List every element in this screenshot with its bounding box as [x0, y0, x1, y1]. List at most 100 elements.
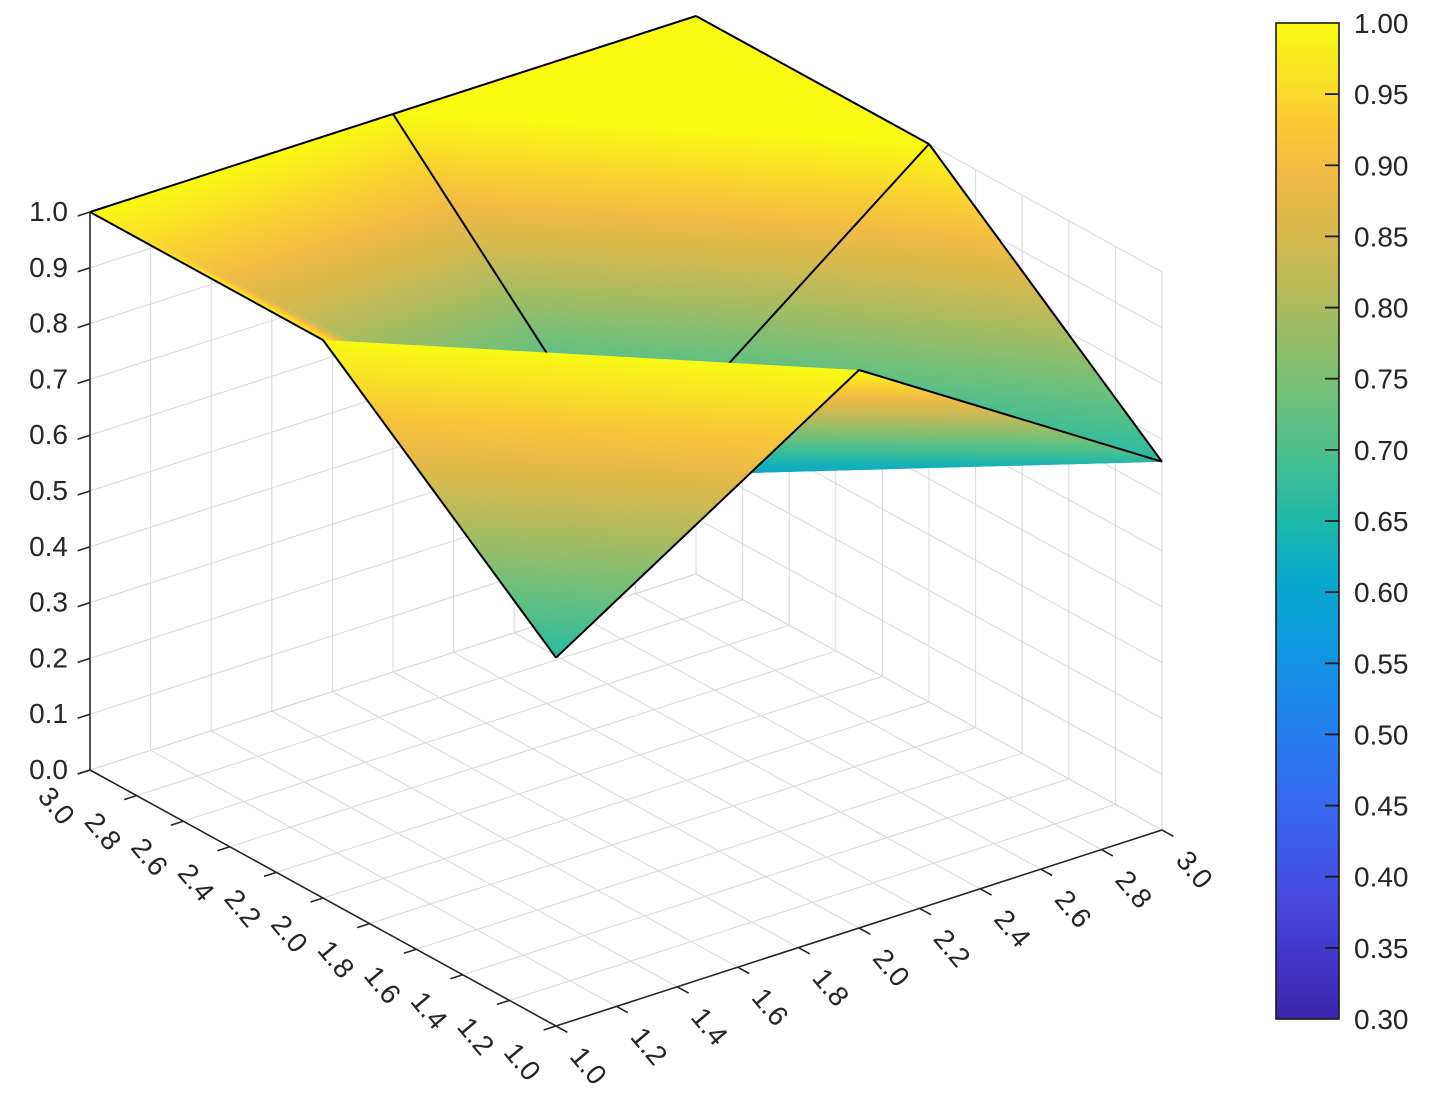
surface-mesh-edge	[392, 15, 697, 115]
z-axis: 0.0 0.1 0.2 0.3 0.4 0.5 0.6 0.7 0.8 0.9 1.0	[29, 196, 91, 785]
y-axis-tick	[263, 871, 277, 878]
x-axis-tick	[1161, 829, 1174, 838]
z-axis-tick	[77, 657, 91, 664]
surface-mesh-edge	[555, 369, 860, 659]
x-tick-label: 3.0	[1170, 845, 1219, 895]
colorbar-tick-label: 0.40	[1354, 862, 1409, 893]
y-axis-tick	[310, 897, 324, 903]
x-tick-label: 1.2	[625, 1021, 674, 1071]
x-axis-tick	[676, 986, 689, 994]
x-axis-tick	[1101, 848, 1114, 857]
x-tick-label: 2.8	[1109, 864, 1158, 914]
z-tick-label: 0.1	[29, 698, 68, 729]
colorbar-tick-label: 0.85	[1354, 221, 1409, 252]
z-tick-label: 0.9	[29, 252, 68, 283]
x-tick-label: 2.6	[1049, 884, 1098, 934]
colorbar-tick-label: 0.55	[1354, 648, 1409, 679]
z-tick-label: 0.8	[29, 308, 68, 339]
surface-mesh	[89, 15, 1163, 659]
x-axis-tick	[919, 907, 932, 916]
z-tick-label: 0.4	[29, 531, 68, 562]
z-axis-tick	[77, 434, 91, 440]
floor-grid	[89, 573, 1163, 1027]
z-axis-tick	[77, 490, 91, 496]
colorbar-tick-label: 0.70	[1354, 435, 1409, 466]
x-axis-tick	[979, 888, 992, 896]
grid-line	[462, 778, 1069, 976]
grid-line	[322, 701, 930, 899]
grid-line	[695, 517, 1163, 775]
y-tick-label: 1.6	[358, 960, 407, 1010]
x-tick-label: 1.4	[685, 1002, 734, 1052]
z-axis-tick	[77, 713, 91, 719]
surface-face	[393, 114, 929, 477]
surface-mesh-edge	[89, 113, 394, 213]
y-tick-label: 1.0	[498, 1037, 547, 1087]
x-tick-label: 2.0	[867, 943, 916, 993]
y-axis-tick	[403, 948, 417, 954]
y-axis-tick	[170, 820, 184, 826]
x-axis-tick	[1040, 868, 1053, 877]
z-tick-label: 0.6	[29, 419, 68, 450]
surface-mesh-edge	[928, 143, 1163, 463]
x-axis-tick	[555, 1025, 568, 1034]
y-tick-label: 2.4	[172, 858, 221, 908]
y-tick-label: 1.8	[312, 934, 361, 984]
y-axis: 3.02.82.62.42.22.01.81.61.41.21.0	[32, 769, 557, 1087]
y-tick-label: 3.0	[32, 781, 81, 831]
colorbar-tick-label: 0.50	[1354, 719, 1409, 750]
y-axis-tick	[356, 922, 370, 929]
x-tick-label: 1.6	[746, 982, 795, 1032]
surface-face	[393, 16, 929, 144]
y-tick-label: 1.2	[451, 1011, 500, 1061]
x-axis-tick	[858, 927, 871, 936]
colorbar-tick-label: 0.30	[1354, 1004, 1409, 1035]
y-tick-label: 2.8	[79, 806, 128, 856]
z-axis-tick	[77, 546, 91, 552]
grid-line	[183, 624, 790, 822]
z-axis-tick	[77, 267, 91, 273]
y-axis-tick	[77, 769, 91, 775]
colorbar-tick-label: 0.90	[1354, 150, 1409, 181]
colorbar-tick-label: 0.75	[1354, 364, 1409, 395]
grid-line	[695, 461, 1163, 719]
z-tick-label: 0.5	[29, 475, 68, 506]
grid-line	[276, 675, 883, 873]
colorbar-tick-label: 0.60	[1354, 577, 1409, 608]
surface-mesh-edge	[858, 369, 1163, 463]
y-tick-label: 2.6	[125, 832, 174, 882]
y-axis-tick	[123, 794, 137, 801]
surface-mesh-edge	[89, 211, 324, 341]
grid-line	[136, 599, 743, 797]
y-axis-tick	[450, 974, 464, 980]
z-tick-label: 1.0	[29, 196, 68, 227]
z-axis-tick	[77, 378, 91, 385]
x-tick-label: 1.0	[564, 1041, 613, 1091]
y-tick-label: 1.4	[405, 986, 454, 1036]
grid-line	[416, 752, 1023, 950]
x-axis-tick	[798, 946, 811, 955]
grid-line	[509, 803, 1116, 1001]
y-tick-label: 2.2	[218, 883, 267, 933]
surface-mesh-edge	[695, 15, 930, 145]
z-tick-label: 0.7	[29, 363, 68, 394]
x-tick-label: 1.8	[806, 962, 855, 1012]
z-tick-label: 0.2	[29, 642, 68, 673]
colorbar: 0.30 0.35 0.40 0.45 0.50 0.55 0.60 0.65 0.70 0.75…	[1275, 8, 1409, 1035]
z-tick-label: 0.0	[29, 754, 68, 785]
colorbar-tick-label: 0.65	[1354, 506, 1409, 537]
surface-mesh-edge	[322, 339, 557, 659]
colorbar-tick-label: 0.80	[1354, 293, 1409, 324]
y-axis-tick	[496, 999, 510, 1006]
surface-face	[323, 340, 859, 658]
z-tick-label: 0.3	[29, 587, 68, 618]
grid-line	[229, 650, 836, 848]
y-tick-label: 2.0	[265, 909, 314, 959]
x-tick-label: 2.2	[928, 923, 977, 973]
colorbar-tick-label: 1.00	[1354, 8, 1409, 39]
grid-line	[369, 727, 976, 925]
x-axis-tick	[616, 1005, 629, 1014]
z-axis-tick	[77, 601, 91, 608]
x-axis-tick	[737, 966, 750, 975]
